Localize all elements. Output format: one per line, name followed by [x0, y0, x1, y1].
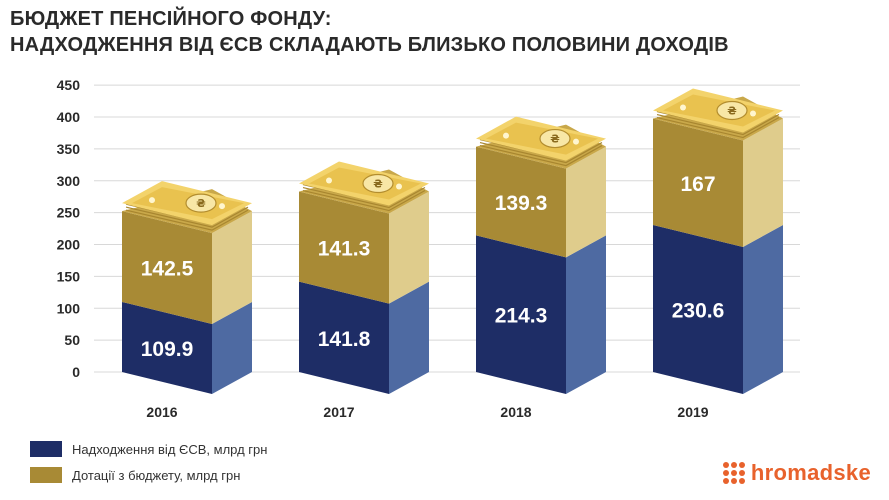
- bill-stack-edge-2018-1: [479, 141, 603, 164]
- y-tick-label-50: 50: [64, 332, 80, 348]
- bar-esv-side-2017: [389, 281, 429, 394]
- bar-esv-side-2019: [743, 224, 783, 394]
- y-tick-label-250: 250: [57, 205, 81, 221]
- bar-subsidy-side-2019: [743, 118, 783, 247]
- bill-dot-left-2018: [503, 132, 509, 139]
- y-tick-label-0: 0: [72, 364, 80, 380]
- y-tick-label-100: 100: [57, 300, 81, 316]
- value-label-esv-2019: 230.6: [672, 299, 725, 322]
- x-tick-label-2017: 2017: [323, 404, 354, 420]
- bar-esv-front-2016: [122, 301, 212, 394]
- bar-subsidy-side-2017: [389, 191, 429, 304]
- bill-dot-right-2018: [573, 138, 579, 145]
- y-tick-label-350: 350: [57, 141, 81, 157]
- bar-subsidy-side-2016: [212, 211, 252, 324]
- bar-esv-front-2017: [299, 281, 389, 394]
- y-tick-label-400: 400: [57, 109, 81, 125]
- hromadske-dots-icon: [722, 462, 745, 484]
- y-tick-label-200: 200: [57, 237, 81, 253]
- hryvnia-symbol-2017: ₴: [373, 178, 382, 191]
- bar-esv-side-2018: [566, 235, 606, 394]
- x-tick-label-2016: 2016: [146, 404, 177, 420]
- bill-dot-right-2016: [219, 203, 225, 210]
- legend-label-esv: Надходження від ЄСВ, млрд грн: [72, 441, 268, 457]
- bill-stack-edge-2017-0: [302, 189, 426, 212]
- chart-title-line-2: НАДХОДЖЕННЯ ВІД ЄСВ СКЛАДАЮТЬ БЛИЗЬКО ПО…: [10, 34, 729, 56]
- bill-stack-edge-2019-0: [656, 116, 780, 139]
- bar-esv-side-2016: [212, 301, 252, 394]
- hryvnia-coin-2019: [716, 100, 748, 121]
- x-tick-label-2018: 2018: [500, 404, 531, 420]
- value-label-esv-2017: 141.8: [318, 328, 371, 351]
- hryvnia-symbol-2019: ₴: [727, 105, 736, 118]
- value-label-subsidy-2018: 139.3: [495, 192, 548, 215]
- bill-dot-left-2017: [326, 177, 332, 184]
- legend-swatch-esv: [30, 441, 62, 457]
- hryvnia-coin-2017: [362, 173, 394, 194]
- value-label-esv-2016: 109.9: [141, 338, 194, 361]
- legend-label-subsidy: Дотації з бюджету, млрд грн: [72, 467, 241, 483]
- legend-item-esv: Надходження від ЄСВ, млрд грн: [30, 438, 267, 460]
- hromadske-logo: hromadske: [722, 460, 871, 486]
- value-label-subsidy-2019: 167: [680, 173, 715, 196]
- bill-dot-right-2019: [750, 110, 756, 117]
- bar-subsidy-front-2016: [122, 211, 212, 324]
- legend-swatch-subsidy: [30, 467, 62, 483]
- bar-esv-front-2018: [476, 235, 566, 394]
- y-tick-label-300: 300: [57, 173, 81, 189]
- brand-name: hromadske: [750, 460, 871, 485]
- bill-dot-right-2017: [396, 183, 402, 190]
- y-tick-label-450: 450: [57, 77, 81, 93]
- bill-stack-edge-2019-1: [656, 113, 780, 136]
- hryvnia-symbol-2018: ₴: [550, 133, 559, 146]
- value-label-subsidy-2017: 141.3: [318, 238, 371, 261]
- bill-stack-edge-2016-0: [125, 209, 249, 231]
- hryvnia-coin-2016: [185, 193, 217, 213]
- bar-subsidy-side-2018: [566, 146, 606, 258]
- legend-item-subsidy: Дотації з бюджету, млрд грн: [30, 464, 267, 486]
- chart-title-line-1: БЮДЖЕТ ПЕНСІЙНОГО ФОНДУ:: [10, 8, 332, 30]
- bar-esv-front-2019: [653, 224, 743, 394]
- bill-stack-edge-2018-0: [479, 144, 603, 167]
- y-tick-label-150: 150: [57, 268, 81, 284]
- bar-subsidy-front-2018: [476, 146, 566, 258]
- bar-subsidy-front-2017: [299, 191, 389, 304]
- chart-legend: Надходження від ЄСВ, млрд грн Дотації з …: [30, 438, 267, 486]
- hryvnia-coin-2018: [539, 128, 571, 149]
- bill-stack-edge-2016-1: [125, 206, 249, 228]
- value-label-subsidy-2016: 142.5: [141, 258, 194, 281]
- chart-title: БЮДЖЕТ ПЕНСІЙНОГО ФОНДУ: НАДХОДЖЕННЯ ВІД…: [10, 6, 729, 58]
- bill-dot-left-2019: [680, 104, 686, 111]
- bill-dot-left-2016: [149, 197, 155, 204]
- hryvnia-symbol-2016: ₴: [196, 197, 205, 210]
- value-label-esv-2018: 214.3: [495, 305, 548, 328]
- x-tick-label-2019: 2019: [677, 404, 708, 420]
- bar-subsidy-front-2019: [653, 118, 743, 247]
- bill-stack-edge-2017-1: [302, 186, 426, 209]
